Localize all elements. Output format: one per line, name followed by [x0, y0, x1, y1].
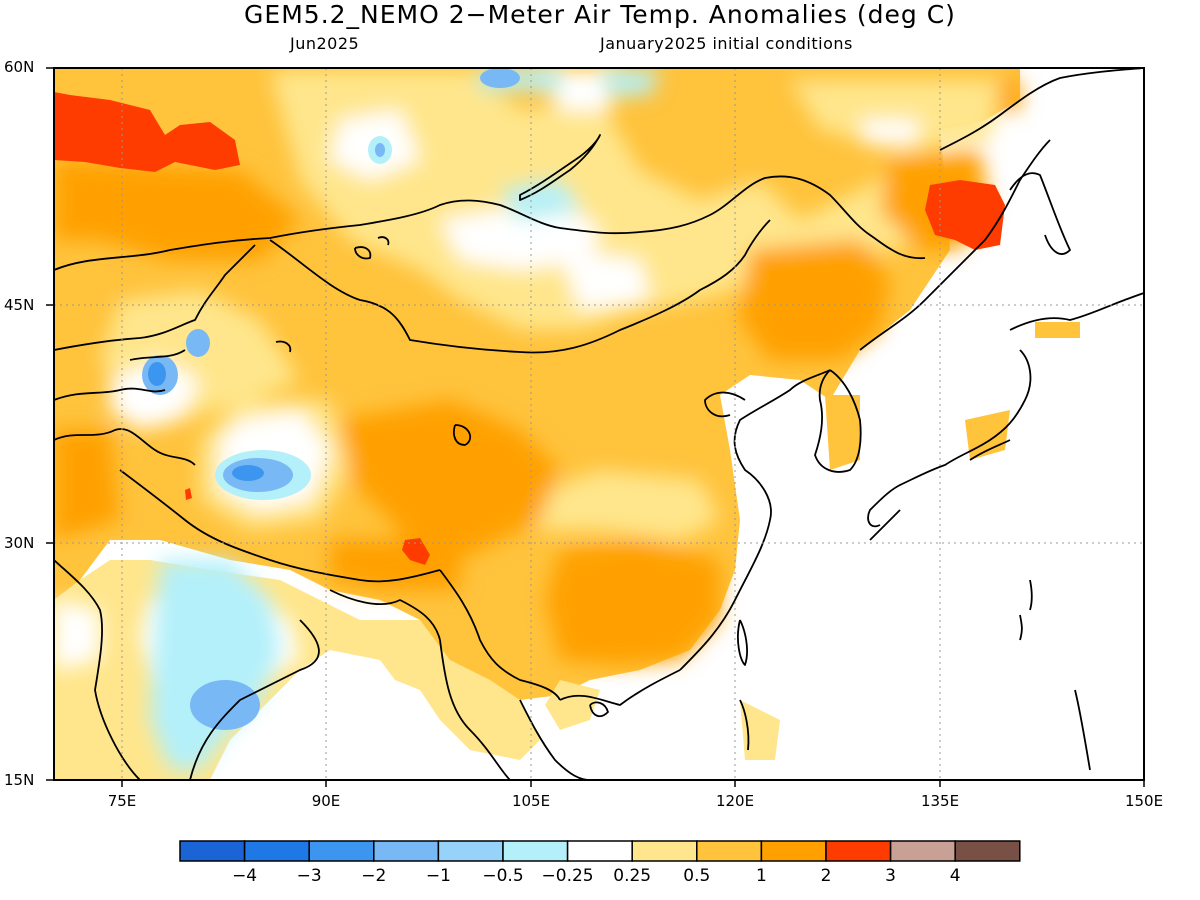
lat-label-45n: 45N	[4, 296, 35, 314]
forecast-month: Jun2025	[290, 34, 360, 53]
colorbar-swatch	[631, 840, 698, 862]
colorbar-swatch	[373, 840, 440, 862]
colorbar-swatch	[437, 840, 504, 862]
lon-label-90e: 90E	[311, 792, 341, 810]
colorbar-swatch	[889, 840, 956, 862]
colorbar-label: −3	[296, 866, 322, 886]
gridlines	[54, 68, 1144, 780]
colorbar-label: 4	[949, 866, 961, 886]
lat-label-30n: 30N	[4, 534, 35, 552]
colorbar-swatch	[760, 840, 827, 862]
colorbar-label: 0.5	[683, 866, 711, 886]
lon-label-75e: 75E	[107, 792, 137, 810]
colorbar-swatch	[502, 840, 569, 862]
anomaly-region-hot	[54, 92, 240, 172]
colorbar-label: −4	[232, 866, 258, 886]
colorbar-label: 1	[755, 866, 767, 886]
axis-ticks	[46, 67, 1145, 787]
anomaly-field	[54, 68, 1080, 780]
colorbar-label: −1	[425, 866, 451, 886]
anomaly-region-cool	[190, 680, 260, 730]
colorbar-swatch	[696, 840, 763, 862]
colorbar-label: −0.5	[482, 866, 524, 886]
colorbar-swatch	[179, 840, 246, 862]
lon-label-120e: 120E	[715, 792, 755, 810]
colorbar-swatch	[954, 840, 1021, 862]
colorbar-swatch	[243, 840, 310, 862]
colorbar-label: 2	[820, 866, 832, 886]
colorbar-swatch	[566, 840, 633, 862]
colorbar-label: 0.25	[613, 866, 652, 886]
lon-label-105e: 105E	[511, 792, 551, 810]
initial-conditions: January2025 initial conditions	[600, 34, 853, 53]
colorbar	[179, 840, 1021, 862]
lon-label-150e: 150E	[1124, 792, 1164, 810]
chart-title: GEM5.2_NEMO 2−Meter Air Temp. Anomalies …	[244, 0, 956, 29]
colorbar-label: −2	[361, 866, 387, 886]
lat-label-15n: 15N	[4, 771, 35, 789]
colorbar-swatch	[308, 840, 375, 862]
colorbar-label: −0.25	[541, 866, 594, 886]
colorbar-label: 3	[885, 866, 896, 886]
lon-label-135e: 135E	[920, 792, 960, 810]
colorbar-swatch	[825, 840, 892, 862]
coastlines	[54, 68, 1144, 780]
lat-label-60n: 60N	[4, 58, 35, 76]
map-frame	[53, 67, 1145, 781]
